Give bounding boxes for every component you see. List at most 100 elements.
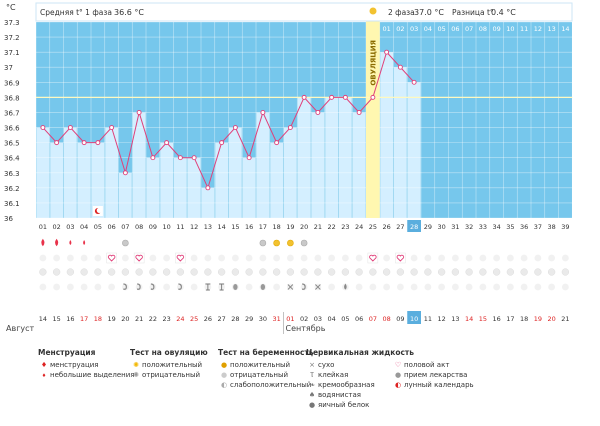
pregnancy-slot	[396, 268, 405, 276]
pregnancy-slot	[534, 268, 542, 276]
y-tick-label: 36	[4, 215, 13, 223]
mucus-slot	[94, 283, 102, 291]
egg-white-icon	[260, 284, 266, 290]
temp-point	[384, 49, 390, 55]
pregnancy-slot	[382, 268, 391, 276]
temp-point	[301, 94, 307, 100]
y-tick-label: 36.4	[4, 155, 20, 163]
diff-label: Разница t°	[452, 8, 494, 17]
mucus-slot	[396, 283, 404, 291]
legend-menstruation: Менструация ♦ менструация ♦ небольшие выде…	[38, 348, 135, 380]
slot-circle	[314, 254, 322, 262]
calendar-date: 23	[162, 315, 170, 323]
legend-item: менструация	[50, 361, 99, 369]
pregnancy-slot	[410, 268, 418, 276]
drop-light-icon	[69, 240, 72, 245]
pregnancy-slot	[355, 268, 363, 276]
creamy-icon	[136, 283, 141, 290]
temp-bar	[352, 112, 366, 218]
phase2-day: 11	[520, 25, 528, 33]
pregnancy-slot	[369, 268, 377, 276]
temp-point	[136, 110, 142, 115]
heart-box	[106, 252, 117, 264]
cycle-day: 36	[520, 223, 528, 231]
mucus-slot	[190, 283, 198, 291]
creamy-icon: ❧	[309, 381, 315, 389]
phase2-day-numbers: 01 02 03 04 05 06 07 08 09 10 11 12 13 14	[382, 25, 569, 33]
temp-bar	[311, 112, 325, 218]
temp-bar	[91, 142, 105, 218]
cycle-day: 01	[39, 223, 47, 231]
cycle-day: 18	[272, 223, 280, 231]
temp-bar	[270, 142, 283, 218]
cycle-day: 12	[190, 223, 198, 231]
slot-circle	[355, 254, 363, 262]
cycle-day: 34	[492, 223, 500, 231]
egg-white-icon	[233, 284, 238, 290]
pregnancy-slot	[300, 268, 308, 276]
mucus-slot	[39, 283, 47, 291]
cycle-day: 30	[437, 223, 445, 231]
symptom-rows	[39, 206, 570, 291]
pregnancy-slot	[39, 268, 47, 276]
phase1-value: 36.6 °C	[114, 8, 144, 17]
slot-circle	[53, 254, 61, 262]
calendar-date: 13	[451, 315, 459, 323]
cycle-day: 07	[121, 223, 129, 231]
temp-bar	[50, 142, 63, 218]
legend-item: положительный	[142, 361, 203, 369]
phase2-day: 05	[437, 25, 445, 33]
pregnancy-slot	[561, 268, 570, 276]
mucus-slot	[369, 283, 377, 291]
calendar-date: 15	[52, 315, 60, 323]
legend-mucus-title: Цервикальная жидкость	[306, 348, 415, 357]
temp-point	[356, 110, 362, 115]
current-date-highlight	[407, 311, 421, 324]
cycle-day: 19	[286, 223, 294, 231]
creamy-icon	[150, 283, 155, 290]
heart-box	[367, 252, 379, 264]
temp-point	[164, 140, 170, 146]
pregnancy-slot	[245, 268, 253, 276]
phase2-day: 07	[465, 25, 473, 33]
calendar-date: 18	[520, 315, 528, 323]
phase2-label: 2 фаза	[388, 8, 415, 17]
pregnancy-slot	[135, 268, 143, 276]
phase2-day: 02	[396, 25, 404, 33]
pregnancy-slot	[259, 268, 267, 276]
slot-circle	[273, 254, 281, 262]
pregnancy-slot	[506, 268, 515, 276]
slot-circle	[534, 254, 542, 262]
phase1-label: Средняя t° 1 фаза	[40, 8, 112, 17]
y-tick-label: 37.2	[4, 34, 20, 42]
slot-circle	[94, 254, 102, 262]
watery-icon: ♠	[308, 391, 316, 399]
y-tick-label: 36.6	[4, 125, 20, 133]
calendar-date: 17	[506, 315, 514, 323]
calendar-date: 17	[80, 315, 88, 323]
cycle-day: 29	[424, 223, 432, 231]
mucus-slot	[355, 283, 363, 291]
cycle-day: 26	[382, 223, 390, 231]
y-tick-label: 36.8	[4, 94, 20, 102]
cycle-day: 39	[561, 223, 569, 231]
creamy-icon	[301, 283, 306, 290]
temp-point	[329, 94, 335, 100]
heart-icon	[396, 254, 405, 262]
mucus-slot	[424, 283, 432, 291]
temp-point	[205, 185, 211, 191]
slot-circle	[561, 254, 569, 262]
pregnancy-slot	[286, 268, 295, 276]
mucus-slot	[80, 283, 88, 291]
y-tick-label: 36.5	[4, 140, 20, 148]
heart-icon	[176, 254, 185, 262]
sun-negative-icon	[122, 239, 129, 247]
legend-item: лунный календарь	[404, 381, 474, 389]
calendar-date: 19	[534, 315, 542, 323]
slot-circle	[383, 254, 391, 262]
pregnancy-slot	[314, 268, 322, 276]
mucus-slot	[465, 283, 473, 291]
drop-light-icon	[83, 240, 86, 245]
cycle-day: 20	[300, 223, 308, 231]
pregnancy-slot	[437, 268, 446, 276]
